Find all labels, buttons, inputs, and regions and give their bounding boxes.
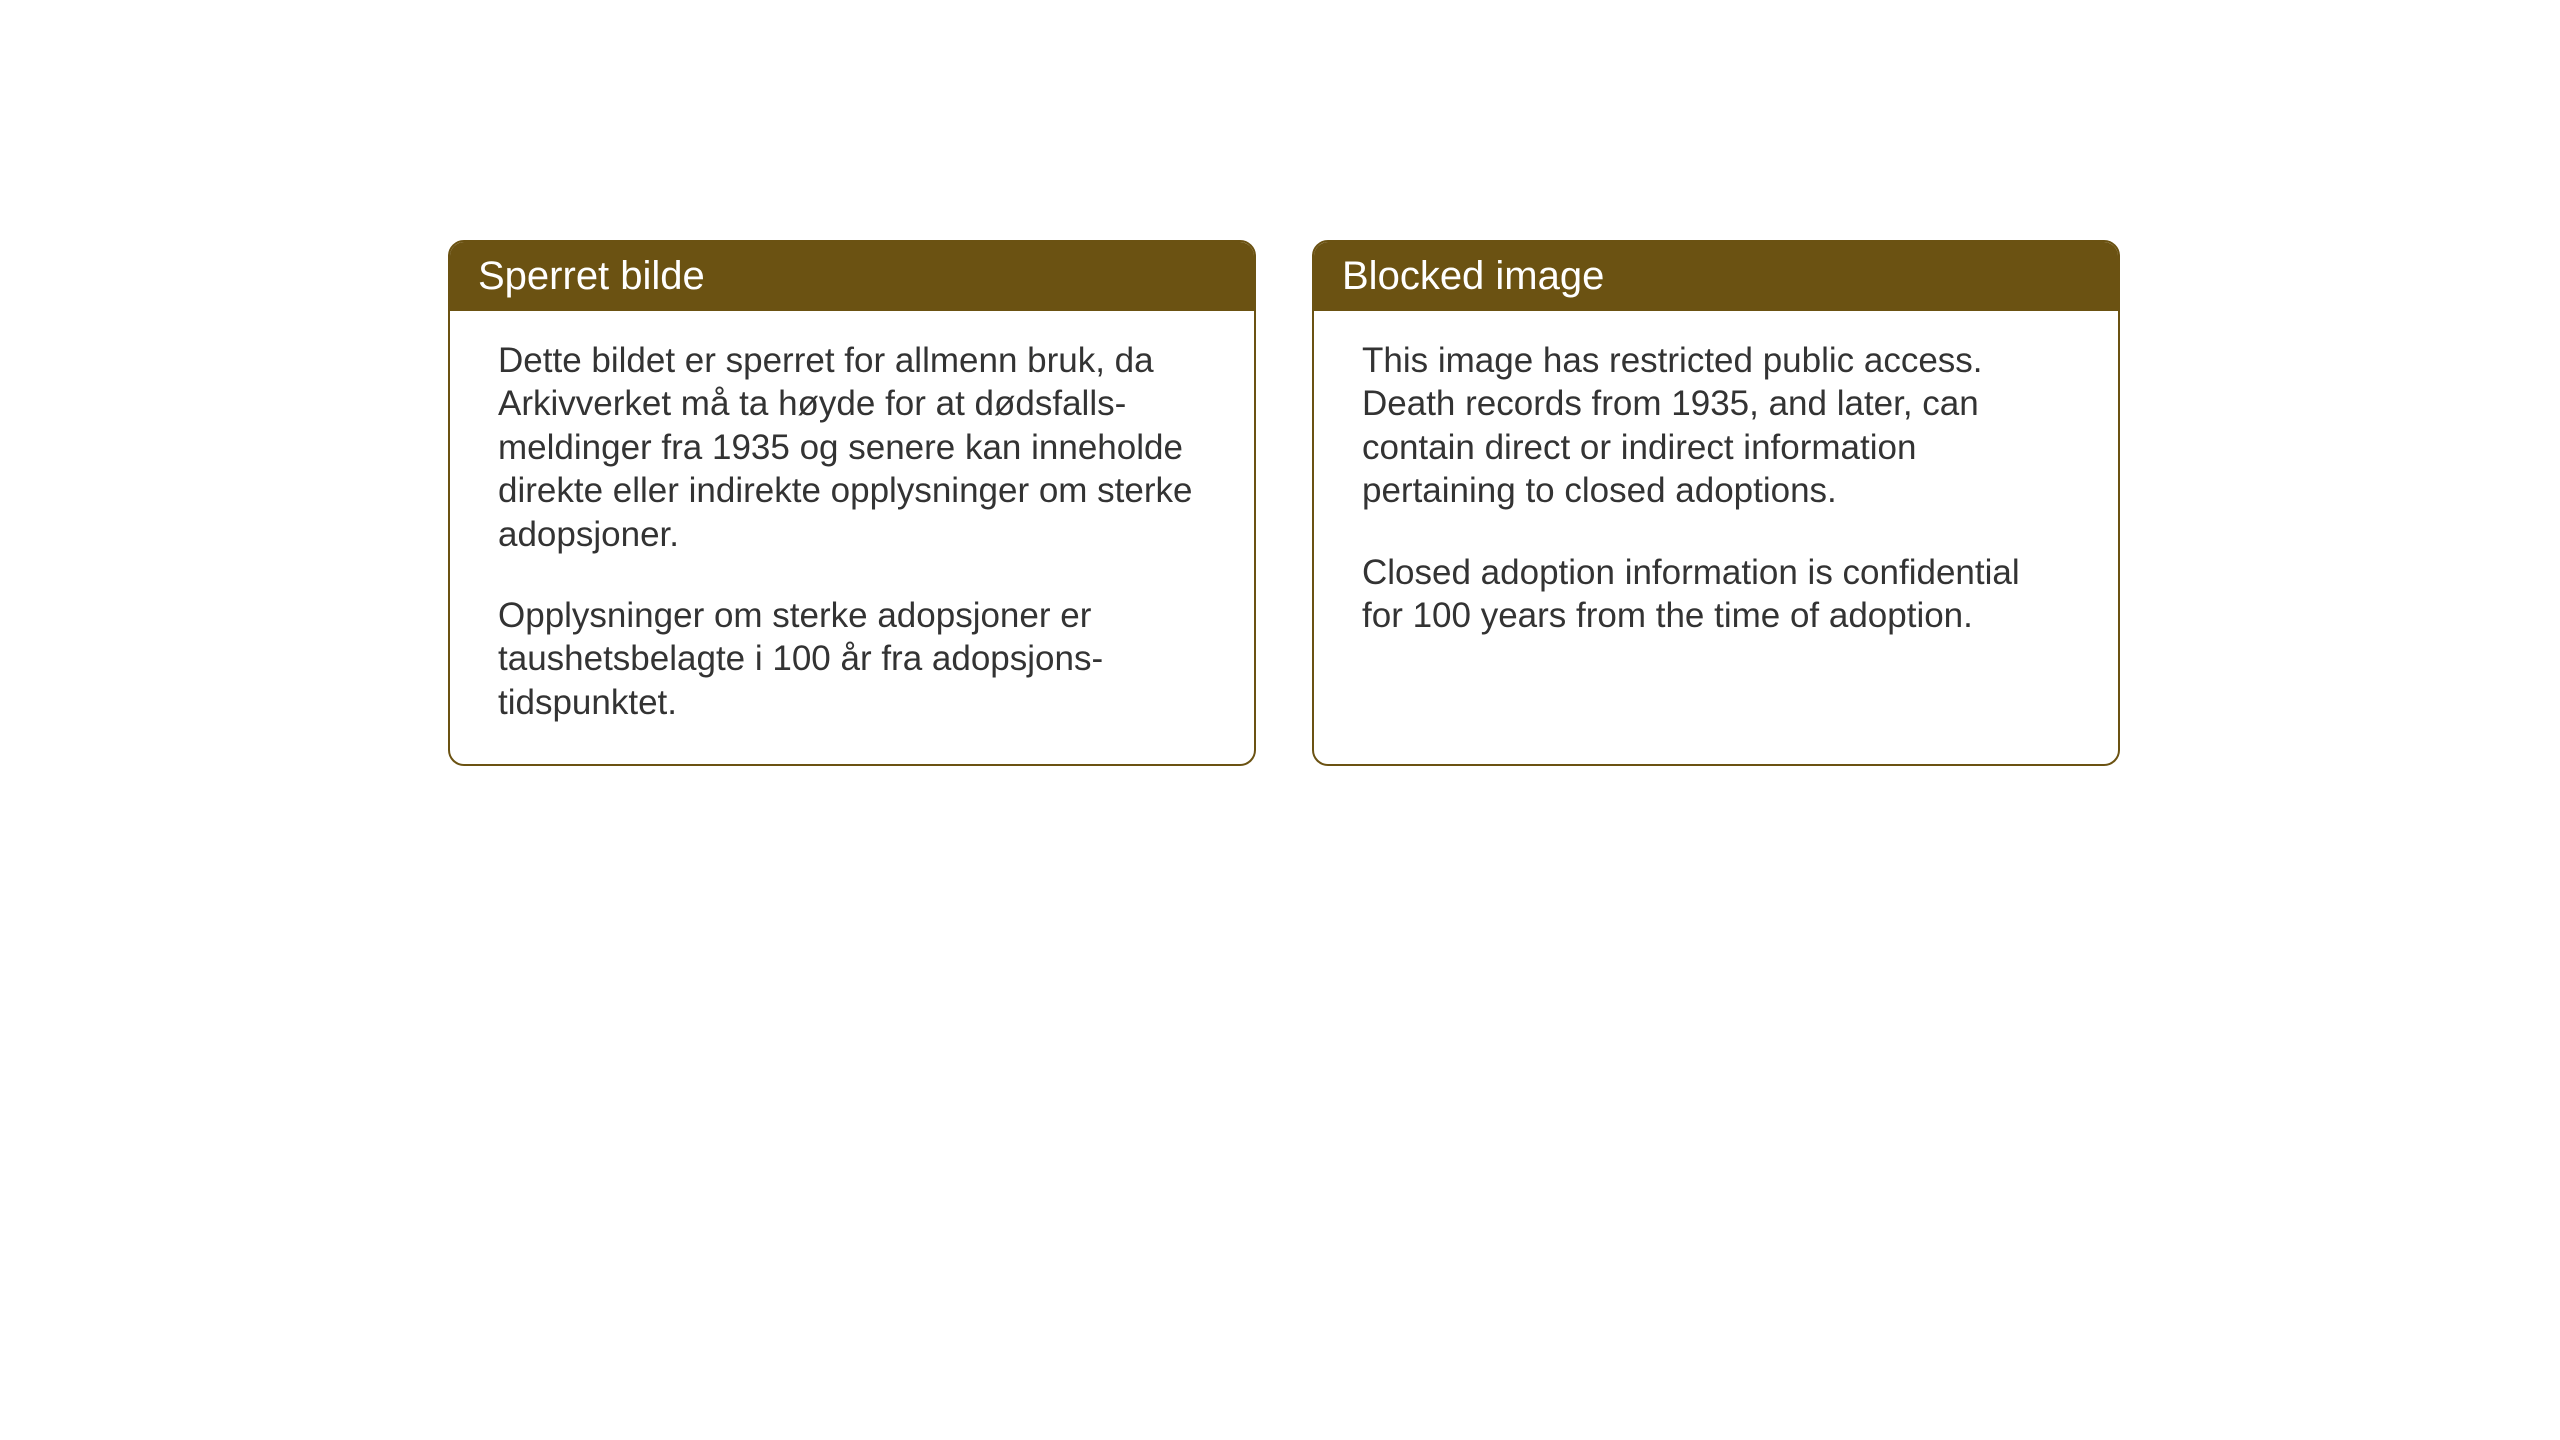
panel-paragraph-1-english: This image has restricted public access.… (1362, 339, 2070, 513)
panels-container: Sperret bilde Dette bildet er sperret fo… (448, 240, 2120, 766)
panel-header-norwegian: Sperret bilde (450, 242, 1254, 311)
panel-paragraph-1-norwegian: Dette bildet er sperret for allmenn bruk… (498, 339, 1206, 556)
panel-paragraph-2-norwegian: Opplysninger om sterke adopsjoner er tau… (498, 594, 1206, 724)
panel-title-english: Blocked image (1342, 254, 1604, 298)
panel-english: Blocked image This image has restricted … (1312, 240, 2120, 766)
panel-paragraph-2-english: Closed adoption information is confident… (1362, 551, 2070, 638)
panel-norwegian: Sperret bilde Dette bildet er sperret fo… (448, 240, 1256, 766)
panel-title-norwegian: Sperret bilde (478, 254, 705, 298)
panel-body-norwegian: Dette bildet er sperret for allmenn bruk… (450, 311, 1254, 764)
panel-header-english: Blocked image (1314, 242, 2118, 311)
panel-body-english: This image has restricted public access.… (1314, 311, 2118, 677)
